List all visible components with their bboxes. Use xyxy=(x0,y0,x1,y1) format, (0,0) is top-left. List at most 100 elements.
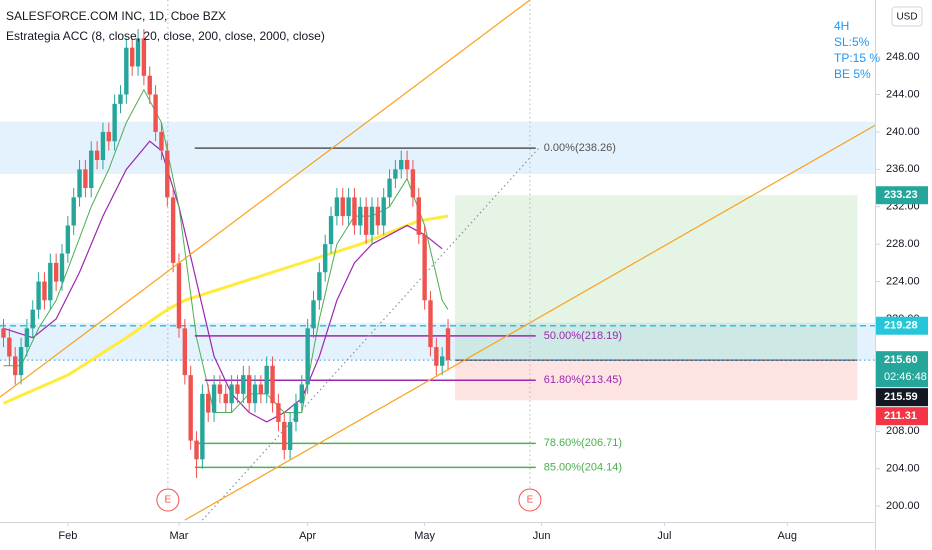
candle-body xyxy=(410,169,416,198)
fib-label: 61.80%(213.45) xyxy=(544,374,622,386)
y-tick-label: 248.00 xyxy=(886,51,920,63)
candle-body xyxy=(346,197,351,217)
candle-body xyxy=(1,328,6,338)
candle-body xyxy=(77,169,82,198)
candle-body xyxy=(48,262,53,301)
candle-body xyxy=(305,328,310,385)
candle-body xyxy=(112,103,117,142)
candle-body xyxy=(299,384,305,404)
currency[interactable]: USD xyxy=(896,12,917,23)
x-tick-label: Aug xyxy=(777,530,797,542)
fib-label: 78.60%(206.71) xyxy=(544,437,622,449)
candle-body xyxy=(147,75,152,95)
strategy-note: BE 5% xyxy=(834,67,871,81)
x-tick-label: Apr xyxy=(299,530,316,542)
candle-body xyxy=(352,197,357,226)
candle-body xyxy=(293,403,299,422)
candle-body xyxy=(159,131,164,151)
candle-body xyxy=(71,197,76,226)
earnings-label: E xyxy=(165,495,172,506)
candle-body xyxy=(13,356,18,376)
y-tick-label: 240.00 xyxy=(886,126,920,138)
price-label: 215.60 xyxy=(884,354,918,366)
price-label-box xyxy=(876,388,928,407)
candle-body xyxy=(422,234,427,301)
price-label-box xyxy=(876,407,928,426)
candle-body xyxy=(282,421,287,450)
fib-label: 0.00%(238.26) xyxy=(544,142,616,154)
candle-body xyxy=(94,150,100,160)
candle-body xyxy=(141,38,147,76)
candle-body xyxy=(59,253,65,282)
candle-body xyxy=(153,94,158,132)
candle-body xyxy=(270,365,275,404)
moving-average xyxy=(2,214,449,405)
strategy-note: SL:5% xyxy=(834,35,870,49)
candle-body xyxy=(428,300,433,348)
candle-body xyxy=(375,206,381,226)
candle-body xyxy=(235,384,240,394)
candle-body xyxy=(246,375,252,404)
indicator-title: Estrategia ACC (8, close, 20, close, 200… xyxy=(6,29,325,43)
x-tick-label: Feb xyxy=(58,530,77,542)
fib-label: 50.00%(218.19) xyxy=(544,330,622,342)
price-label: 219.28 xyxy=(884,320,918,332)
candle-body xyxy=(135,38,141,67)
candle-body xyxy=(170,197,176,263)
price-label: 215.59 xyxy=(884,391,918,403)
candle-body xyxy=(369,206,375,235)
candle-body xyxy=(188,375,193,441)
x-tick-label: Jul xyxy=(657,530,671,542)
earnings-label: E xyxy=(527,495,534,506)
candle-body xyxy=(264,365,269,394)
candle-body xyxy=(53,262,59,282)
candle-body xyxy=(217,384,223,394)
candle-body xyxy=(176,262,182,329)
candle-body xyxy=(194,440,199,460)
x-tick-label: May xyxy=(414,530,435,542)
candle-body xyxy=(340,197,345,217)
currency-button[interactable] xyxy=(891,6,923,27)
candle-body xyxy=(381,197,386,226)
candle-body xyxy=(311,300,316,329)
candle-body xyxy=(165,150,170,198)
candle-body xyxy=(416,197,421,235)
candle-body xyxy=(83,169,88,189)
candle-body xyxy=(206,393,211,413)
candle-body xyxy=(404,159,410,170)
x-tick-label: Mar xyxy=(170,530,189,542)
candle-body xyxy=(252,384,258,404)
candle-body xyxy=(276,403,281,422)
strategy-note: 4H xyxy=(834,19,849,33)
candle-body xyxy=(393,169,398,179)
candle-body xyxy=(211,384,217,413)
plot-area: E E 0.00%(238.26) 50.00%(218.19) 61.80%(213.… xyxy=(0,0,876,521)
y-tick-label: 228.00 xyxy=(886,238,920,250)
candle-body xyxy=(328,216,334,245)
y-tick-label: 200.00 xyxy=(886,500,920,512)
candle-body xyxy=(439,356,445,366)
strategy-note: TP:15 % xyxy=(834,51,880,65)
candle-body xyxy=(36,281,41,310)
candle-body xyxy=(317,272,322,301)
candle-body xyxy=(65,225,71,254)
candle-body xyxy=(229,384,234,404)
price-label-box xyxy=(876,316,928,335)
candle-body xyxy=(445,328,451,361)
y-tick-label: 244.00 xyxy=(886,88,920,100)
candle-body xyxy=(434,347,439,366)
candle-body xyxy=(18,347,24,376)
candle-body xyxy=(241,375,246,394)
candle-body xyxy=(118,94,123,104)
candle-body xyxy=(334,197,340,217)
y-tick-label: 224.00 xyxy=(886,275,920,287)
candle-body xyxy=(7,337,12,357)
price-label: 211.31 xyxy=(884,410,917,422)
candle-body xyxy=(358,206,363,226)
y-tick-label: 208.00 xyxy=(886,425,920,437)
symbol-title: SALESFORCE.COM INC, 1D, Cboe BZX xyxy=(6,9,226,23)
candle-body xyxy=(30,309,35,329)
candle-body xyxy=(323,244,328,273)
candle-body xyxy=(223,393,228,404)
